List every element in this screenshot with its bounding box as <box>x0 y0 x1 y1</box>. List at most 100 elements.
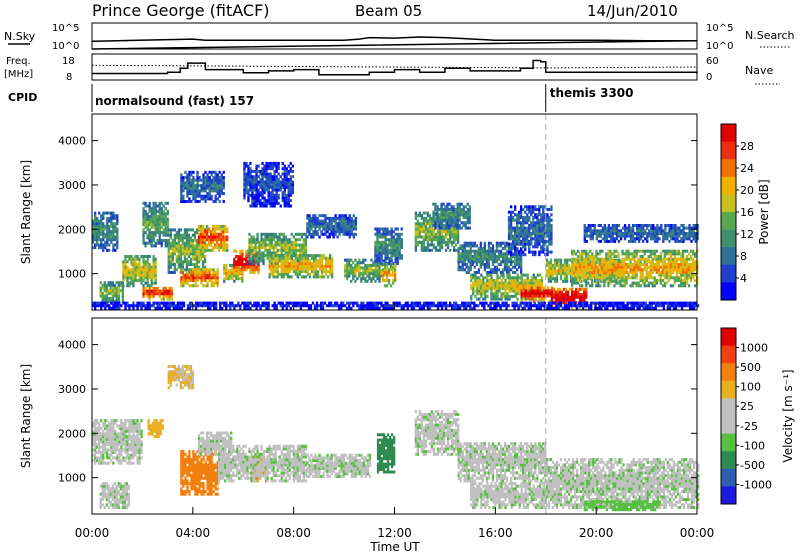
data-cell <box>263 172 266 176</box>
data-cell <box>237 274 240 278</box>
data-cell <box>255 204 258 208</box>
data-cell <box>156 217 159 221</box>
data-cell <box>585 295 588 299</box>
data-cell <box>540 234 543 238</box>
data-cell <box>562 293 566 297</box>
data-cell <box>482 292 485 296</box>
data-cell <box>436 213 439 217</box>
data-cell <box>474 273 477 277</box>
data-cell <box>629 284 632 288</box>
data-cell <box>195 257 199 261</box>
data-cell <box>520 276 523 280</box>
data-cell <box>510 247 513 251</box>
data-cell <box>555 274 559 278</box>
data-cell <box>194 281 197 285</box>
data-cell <box>196 178 199 182</box>
data-cell <box>546 216 549 219</box>
data-cell <box>641 257 644 261</box>
data-cell <box>294 251 297 255</box>
data-cell <box>508 289 511 293</box>
data-cell <box>241 263 244 266</box>
data-cell <box>287 196 290 200</box>
data-cell <box>114 230 117 234</box>
data-cell <box>368 266 371 270</box>
data-cell <box>216 224 219 228</box>
data-cell <box>346 216 349 220</box>
data-cell <box>524 229 527 233</box>
data-cell <box>96 230 99 234</box>
data-cell <box>104 224 107 228</box>
data-cell <box>304 262 308 266</box>
data-cell <box>346 271 349 275</box>
data-cell <box>482 286 485 290</box>
data-cell <box>196 271 199 274</box>
data-cell <box>280 272 283 276</box>
data-cell <box>422 230 425 234</box>
data-cell <box>394 279 397 282</box>
data-cell <box>518 239 521 243</box>
data-cell <box>257 183 260 187</box>
data-cell <box>263 164 266 168</box>
data-cell <box>571 293 574 297</box>
data-cell <box>514 276 517 280</box>
data-cell <box>601 260 604 264</box>
data-cell <box>532 297 535 301</box>
data-cell <box>348 261 351 265</box>
data-cell <box>261 169 264 173</box>
data-cell <box>344 263 347 267</box>
data-cell <box>148 268 151 272</box>
data-cell <box>446 230 450 234</box>
data-cell <box>188 284 191 288</box>
data-cell <box>142 273 145 277</box>
data-cell <box>621 284 624 288</box>
data-cell <box>633 281 636 285</box>
data-cell <box>493 257 497 261</box>
data-cell <box>542 216 545 219</box>
data-cell <box>106 240 109 244</box>
data-cell <box>571 252 574 256</box>
data-cell <box>436 240 440 244</box>
data-cell <box>280 232 283 236</box>
data-cell <box>144 201 147 205</box>
data-cell <box>495 247 499 250</box>
data-cell <box>105 283 108 287</box>
data-cell <box>182 189 185 193</box>
data-cell <box>190 273 193 277</box>
data-cell <box>494 289 497 293</box>
data-cell <box>100 214 103 218</box>
data-cell <box>483 257 486 261</box>
data-cell <box>378 240 381 244</box>
data-cell <box>599 284 602 288</box>
data-cell <box>548 221 551 225</box>
data-cell <box>237 271 240 274</box>
data-cell <box>611 252 614 256</box>
data-cell <box>603 268 606 272</box>
data-cell <box>243 191 246 195</box>
data-cell <box>495 249 499 253</box>
data-cell <box>507 242 511 246</box>
data-cell <box>619 281 622 285</box>
data-cell <box>175 260 178 264</box>
data-cell <box>526 234 529 238</box>
data-cell <box>266 232 269 236</box>
data-cell <box>465 244 468 248</box>
data-cell <box>190 173 193 177</box>
data-cell <box>243 268 246 272</box>
data-cell <box>291 188 294 192</box>
data-cell <box>237 265 240 269</box>
data-cell <box>210 243 213 247</box>
data-cell <box>256 256 259 260</box>
data-cell <box>107 283 110 287</box>
data-cell <box>212 235 215 239</box>
data-cell <box>495 268 499 272</box>
data-cell <box>430 243 434 247</box>
data-cell <box>587 257 590 261</box>
data-cell <box>432 232 436 236</box>
data-cell <box>201 252 205 256</box>
data-cell <box>518 232 521 235</box>
data-cell <box>579 252 582 256</box>
data-cell <box>212 224 215 228</box>
data-cell <box>476 292 479 296</box>
data-cell <box>603 257 606 261</box>
data-cell <box>518 226 521 230</box>
